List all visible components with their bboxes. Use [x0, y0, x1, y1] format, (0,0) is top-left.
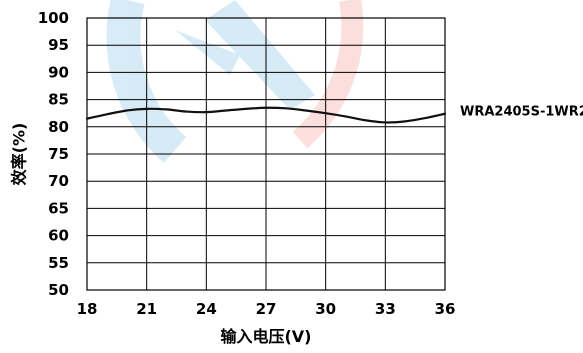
x-axis-ticks: 18 21 24 27 30 33 36 [77, 300, 456, 318]
watermark-logo [106, 0, 364, 163]
series-layer: WRA2405S-1WR2 [85, 105, 583, 124]
y-axis-ticks: 50 55 60 65 70 75 80 85 90 95 100 [38, 9, 69, 299]
y-tick-label: 100 [38, 9, 69, 27]
series-line-0 [85, 106, 447, 124]
x-tick-label: 33 [375, 300, 396, 318]
series-label: WRA2405S-1WR2 [460, 105, 583, 120]
y-tick-label: 90 [48, 63, 69, 81]
x-tick-label: 36 [435, 300, 456, 318]
x-tick-label: 21 [136, 300, 157, 318]
x-tick-label: 18 [77, 300, 98, 318]
y-tick-label: 65 [48, 199, 69, 217]
y-tick-label: 70 [48, 172, 69, 190]
x-tick-label: 27 [256, 300, 277, 318]
y-tick-label: 85 [48, 91, 69, 109]
x-axis-title: 输入电压(V) [220, 327, 311, 346]
y-axis-title: 效率(%) [10, 123, 29, 186]
x-tick-label: 24 [196, 300, 217, 318]
x-tick-label: 30 [315, 300, 336, 318]
y-tick-label: 95 [48, 36, 69, 54]
y-tick-label: 60 [48, 227, 69, 245]
y-tick-label: 75 [48, 145, 69, 163]
y-tick-label: 50 [48, 281, 69, 299]
y-tick-label: 80 [48, 118, 69, 136]
plot-frame [86, 17, 446, 291]
y-tick-label: 55 [48, 254, 69, 272]
